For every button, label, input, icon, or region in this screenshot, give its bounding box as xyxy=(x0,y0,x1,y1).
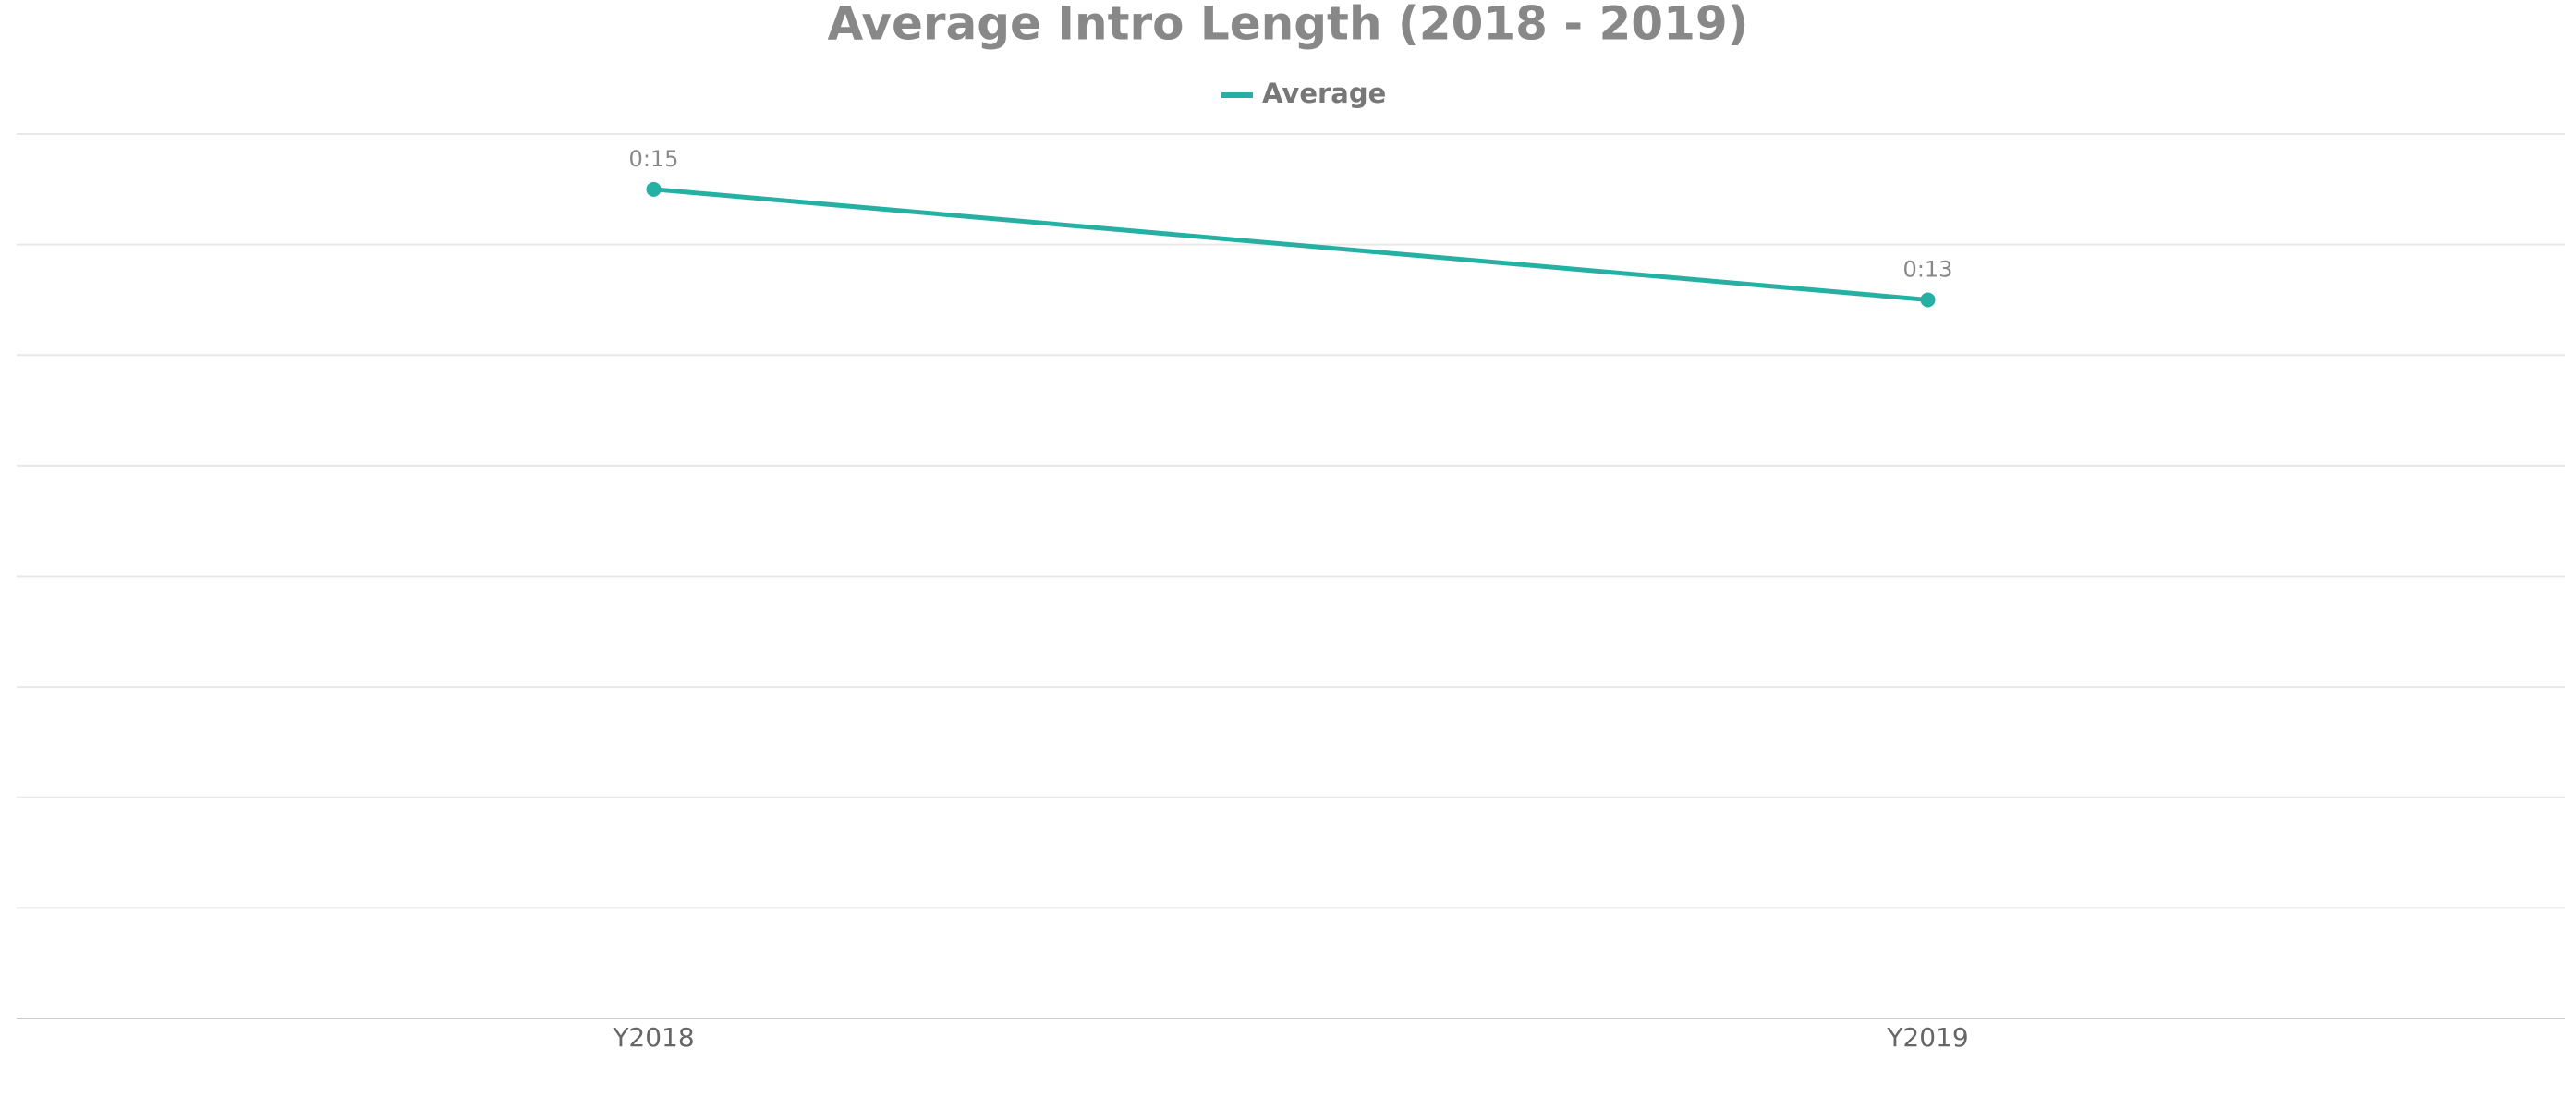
data-point xyxy=(646,181,662,197)
data-point xyxy=(1920,292,1936,308)
legend-label: Average xyxy=(1262,78,1386,109)
x-tick-label: Y2018 xyxy=(612,1022,694,1053)
chart-title: Average Intro Length (2018 - 2019) xyxy=(827,0,1748,51)
data-label: 0:15 xyxy=(629,146,679,172)
data-line xyxy=(653,187,1928,302)
x-tick-label: Y2019 xyxy=(1886,1022,1968,1053)
data-label: 0:13 xyxy=(1903,256,1953,282)
